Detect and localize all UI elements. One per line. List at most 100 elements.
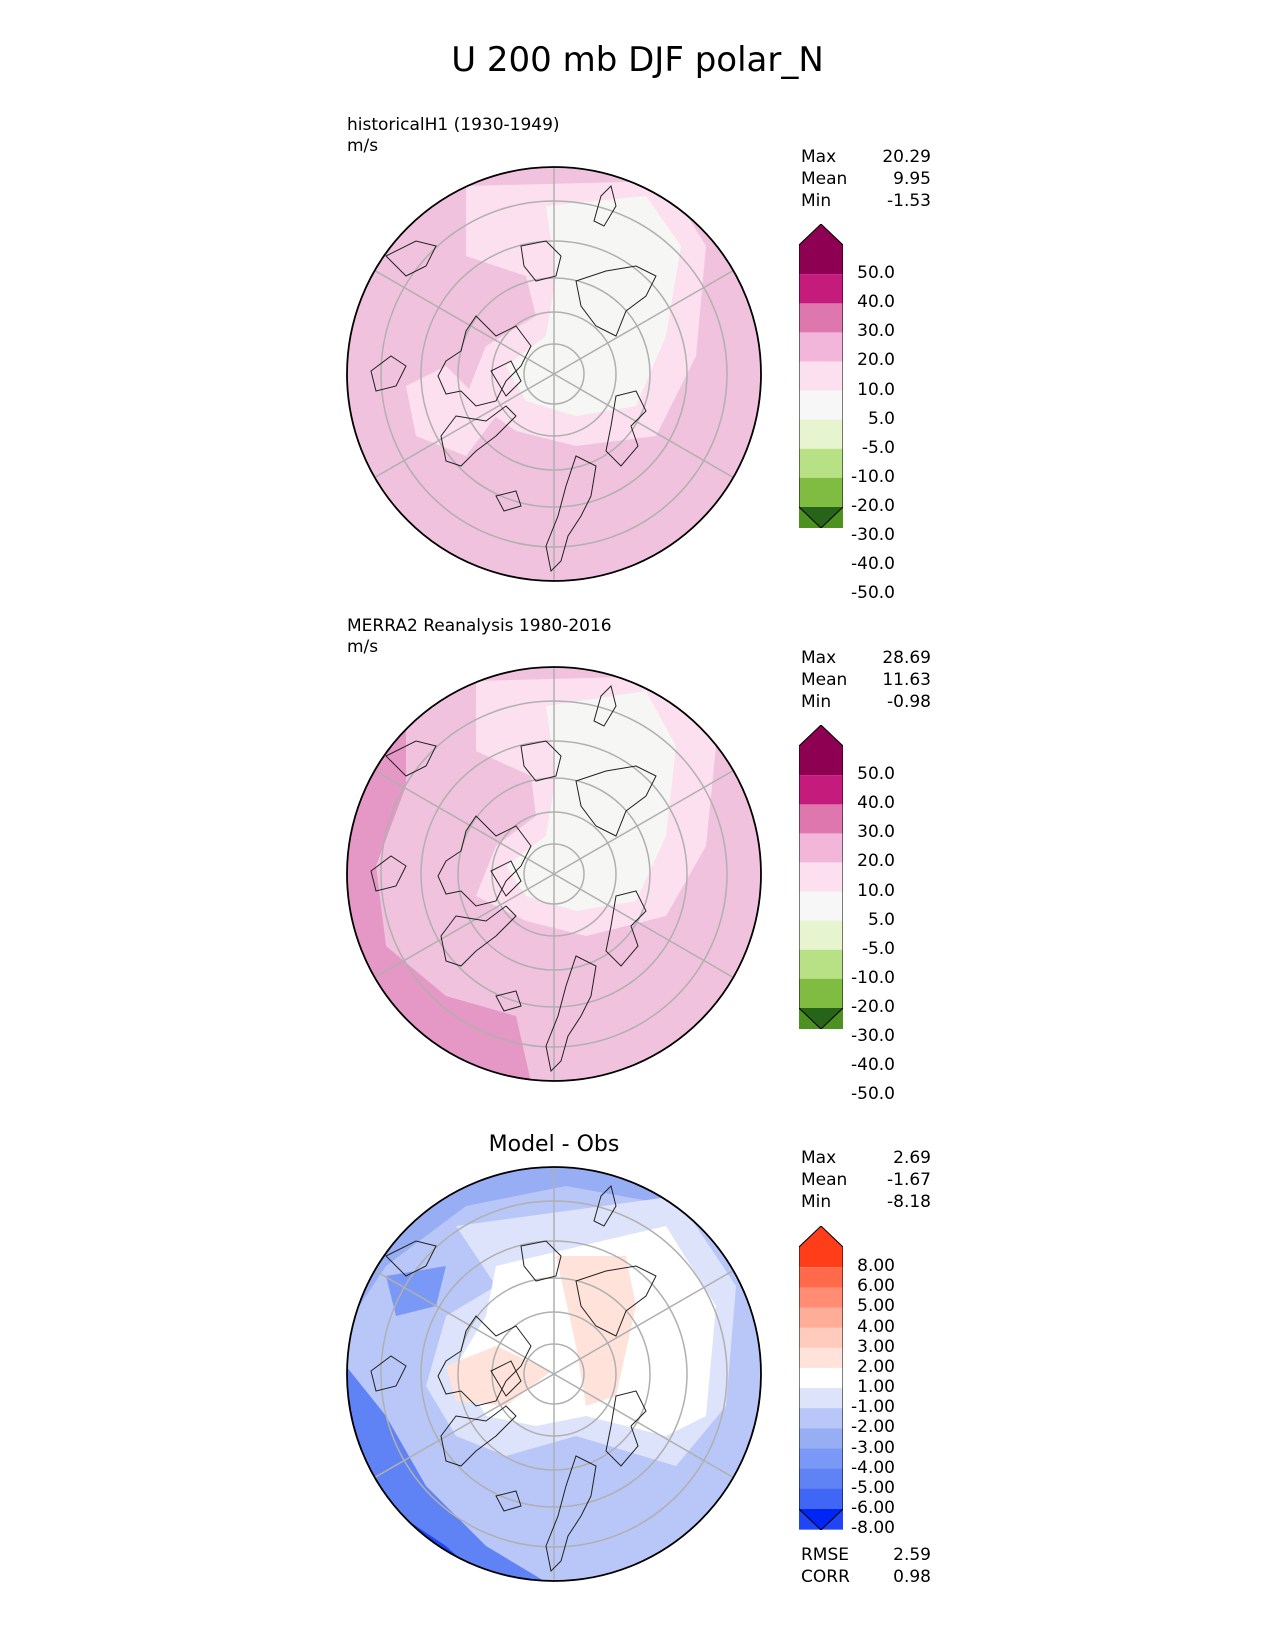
stat-value: 2.69 bbox=[893, 1148, 931, 1168]
colorbar-tick-label: -20.0 bbox=[851, 496, 895, 516]
stat-value: 20.29 bbox=[882, 147, 931, 167]
stat-label: Max bbox=[801, 1148, 837, 1168]
colorbar-cell bbox=[799, 804, 843, 834]
diff-stats: Max 2.69 Mean -1.67 Min -8.18 bbox=[801, 1147, 931, 1213]
colorbar-tick-label: -50.0 bbox=[851, 1084, 895, 1105]
colorbar-tick-label: -1.00 bbox=[851, 1397, 895, 1418]
colorbar-cell bbox=[799, 862, 843, 893]
stat-label: Mean bbox=[801, 169, 848, 189]
ref-stats: Max 28.69 Mean 11.63 Min -0.98 bbox=[801, 647, 931, 713]
colorbar-tick-label: -4.00 bbox=[851, 1457, 895, 1478]
stat-label: Max bbox=[801, 147, 837, 167]
test-panel-title: historicalH1 (1930-1949) bbox=[347, 115, 560, 135]
metric-label: CORR bbox=[801, 1567, 850, 1587]
ref-panel-label: MERRA2 Reanalysis 1980-2016 m/s bbox=[347, 616, 612, 658]
colorbar-tick-label: -30.0 bbox=[851, 1026, 895, 1047]
diff-polar-map bbox=[346, 1166, 762, 1582]
colorbar-tick-label: 1.00 bbox=[857, 1377, 895, 1398]
colorbar-cell bbox=[799, 775, 843, 805]
colorbar-cell bbox=[799, 390, 843, 421]
colorbar-tick-label: -5.0 bbox=[861, 938, 895, 959]
colorbar-tick-label: -40.0 bbox=[851, 554, 895, 575]
colorbar-cell bbox=[799, 891, 843, 922]
colorbar-tick-label: -5.0 bbox=[861, 437, 895, 458]
diff-panel-title: Model - Obs bbox=[488, 1132, 620, 1157]
ref-panel-title: MERRA2 Reanalysis 1980-2016 bbox=[347, 616, 612, 636]
colorbar-extend-min bbox=[799, 1509, 843, 1530]
colorbar-cell bbox=[799, 274, 843, 304]
stat-value: -8.18 bbox=[887, 1192, 931, 1212]
colorbar-extend-min bbox=[799, 1008, 843, 1029]
colorbar-cell bbox=[799, 448, 843, 479]
colorbar-extend-max bbox=[799, 725, 843, 776]
test-panel-units: m/s bbox=[347, 136, 379, 156]
colorbar-extend-max bbox=[799, 1226, 843, 1268]
test-colorbar: 50.0 40.0 30.0 20.0 10.0 5.0 -5.0 -10.0 -20.0 -30… bbox=[799, 224, 909, 602]
colorbar-cell bbox=[799, 332, 843, 362]
test-panel-label: historicalH1 (1930-1949) m/s bbox=[347, 115, 560, 157]
colorbar-cell bbox=[799, 1388, 843, 1409]
colorbar-cell bbox=[799, 1267, 843, 1288]
colorbar-tick-label: -2.00 bbox=[851, 1417, 895, 1438]
colorbar-cell bbox=[799, 303, 843, 333]
diff-colorbar: 8.00 6.00 5.00 4.00 3.00 2.00 1.00 -1.00 -2.00 -3… bbox=[799, 1226, 909, 1537]
colorbar-tick-label: -8.00 bbox=[851, 1518, 895, 1539]
colorbar-tick-label: 5.0 bbox=[867, 408, 895, 429]
colorbar-tick-label: 10.0 bbox=[857, 379, 895, 400]
colorbar-cell bbox=[799, 978, 843, 1009]
colorbar-svg bbox=[799, 1226, 843, 1530]
colorbar-tick-label: -40.0 bbox=[851, 1055, 895, 1076]
colorbar-cell bbox=[799, 833, 843, 863]
stat-value: 11.63 bbox=[882, 670, 931, 690]
ref-panel-units: m/s bbox=[347, 637, 379, 657]
colorbar-tick-label: 30.0 bbox=[857, 321, 895, 342]
stat-label: Max bbox=[801, 648, 837, 668]
colorbar-tick-label: -5.00 bbox=[851, 1477, 895, 1498]
stat-value: -1.53 bbox=[887, 191, 931, 211]
test-polar-map bbox=[346, 166, 762, 582]
colorbar-tick-label: -10.0 bbox=[851, 967, 895, 988]
colorbar-tick-label: 20.0 bbox=[857, 851, 895, 872]
colorbar-tick-label: 2.00 bbox=[857, 1356, 895, 1377]
colorbar-cell bbox=[799, 1408, 843, 1429]
colorbar-tick-label: -50.0 bbox=[851, 583, 895, 604]
colorbar-cell bbox=[799, 1448, 843, 1470]
colorbar-tick-label: 30.0 bbox=[857, 822, 895, 843]
colorbar-cell bbox=[799, 477, 843, 508]
colorbar-tick-label: 40.0 bbox=[857, 793, 895, 814]
colorbar-tick-label: -20.0 bbox=[851, 997, 895, 1017]
colorbar-cell bbox=[799, 1488, 843, 1510]
colorbar-tick-label: 40.0 bbox=[857, 292, 895, 313]
colorbar-tick-label: 50.0 bbox=[857, 263, 895, 284]
colorbar-cell bbox=[799, 1287, 843, 1308]
colorbar-tick-label: -10.0 bbox=[851, 466, 895, 487]
stat-label: Min bbox=[801, 1192, 832, 1212]
colorbar-svg bbox=[799, 224, 843, 528]
colorbar-cell bbox=[799, 1367, 843, 1389]
test-stats: Max 20.29 Mean 9.95 Min -1.53 bbox=[801, 146, 931, 212]
colorbar-cell bbox=[799, 1428, 843, 1450]
colorbar-tick-label: 50.0 bbox=[857, 764, 895, 785]
colorbar-tick-label: -30.0 bbox=[851, 525, 895, 546]
stat-value: -1.67 bbox=[887, 1170, 931, 1190]
colorbar-tick-label: 5.0 bbox=[867, 909, 895, 930]
stat-value: 28.69 bbox=[882, 648, 931, 668]
colorbar-tick-label: -3.00 bbox=[851, 1437, 895, 1458]
colorbar-cell bbox=[799, 1347, 843, 1369]
ref-colorbar: 50.0 40.0 30.0 20.0 10.0 5.0 -5.0 -10.0 -20.0 -30… bbox=[799, 725, 909, 1103]
colorbar-tick-label: 5.00 bbox=[857, 1296, 895, 1317]
colorbar-cell bbox=[799, 361, 843, 392]
colorbar-svg bbox=[799, 725, 843, 1029]
colorbar-tick-label: 6.00 bbox=[857, 1276, 895, 1297]
stat-value: 9.95 bbox=[893, 169, 931, 189]
colorbar-cell bbox=[799, 949, 843, 980]
colorbar-tick-label: 3.00 bbox=[857, 1336, 895, 1357]
stat-label: Mean bbox=[801, 670, 848, 690]
stat-label: Min bbox=[801, 692, 832, 712]
ref-polar-map bbox=[346, 666, 762, 1082]
colorbar-extend-max bbox=[799, 224, 843, 275]
figure-title: U 200 mb DJF polar_N bbox=[451, 40, 824, 80]
stat-label: Min bbox=[801, 191, 832, 211]
diff-metrics: RMSE 2.59 CORR 0.98 bbox=[801, 1544, 931, 1588]
metric-label: RMSE bbox=[801, 1545, 850, 1565]
